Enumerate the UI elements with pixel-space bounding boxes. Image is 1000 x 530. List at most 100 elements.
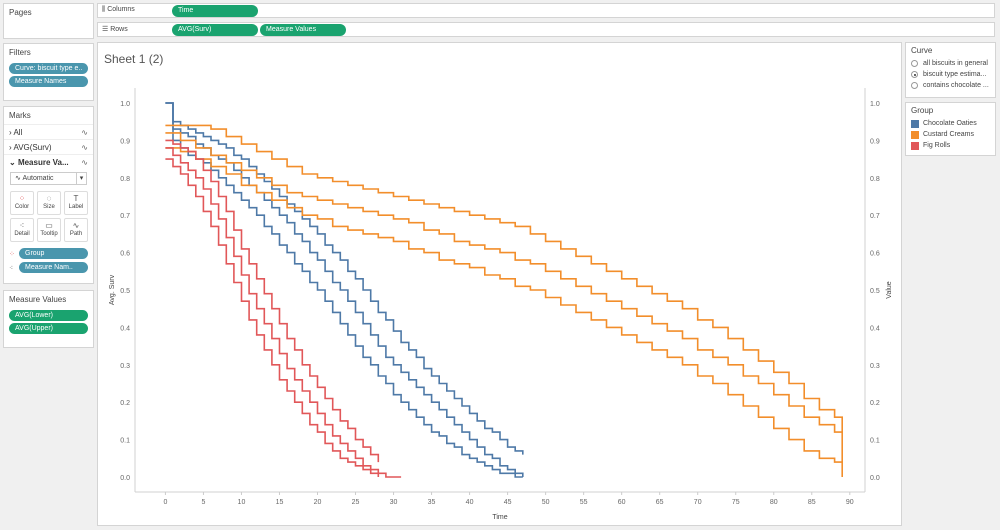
y-tick-label: 0.7 [120, 213, 130, 220]
y-tick-label: 0.3 [120, 363, 130, 370]
detail-button[interactable]: ⁖ Detail [10, 218, 34, 242]
line-mark-icon: ∿ [81, 142, 88, 152]
x-tick-label: 70 [694, 499, 702, 506]
color-button[interactable]: ⁘ Color [10, 191, 34, 215]
series-line-fig-rolls-avg-lower [165, 158, 402, 478]
measure-values-title: Measure Values [9, 295, 67, 304]
x-tick-label: 35 [428, 499, 436, 506]
rows-pill-measure-values[interactable]: Measure Values [260, 24, 346, 36]
measure-pill-upper[interactable]: AVG(Upper) [9, 323, 88, 334]
series-line-custard-creams-avg-surv [165, 132, 843, 463]
rows-icon: ☰ [102, 26, 109, 33]
size-icon: ◌ [46, 194, 52, 203]
sheet-title: Sheet 1 (2) [104, 52, 164, 66]
radio-selected-icon [911, 71, 918, 78]
x-tick-label: 45 [504, 499, 512, 506]
y-tick-label: 0.4 [120, 325, 130, 332]
pages-title: Pages [9, 8, 32, 17]
group-legend-card: Group Chocolate Oaties Custard Creams Fi… [905, 102, 996, 156]
columns-pill-time[interactable]: Time [172, 5, 258, 17]
chevron-down-icon: ▾ [76, 173, 86, 184]
marks-row-all[interactable]: › All ∿ [4, 124, 93, 139]
legend-item-chocolate-oaties[interactable]: Chocolate Oaties [906, 118, 995, 129]
x-tick-label: 90 [846, 499, 854, 506]
x-tick-label: 65 [656, 499, 664, 506]
curve-option-biscuit-type[interactable]: biscuit type estima... [906, 69, 995, 80]
y-tick-label: 0.6 [120, 251, 130, 258]
marks-title: Marks [9, 111, 31, 120]
worksheet-area: Sheet 1 (2) 0.0 0.0 0.1 0.1 0.2 0.2 0.3 0.3 0.4 0… [97, 42, 902, 526]
filters-card: Filters Curve: biscuit type e.. Measure … [3, 43, 94, 101]
x-tick-label: 5 [201, 499, 205, 506]
pages-card: Pages [3, 3, 94, 39]
line-mark-icon: ∿ [81, 127, 88, 137]
tooltip-button[interactable]: ▭ Tooltip [37, 218, 61, 242]
mark-type-dropdown[interactable]: ∿ Automatic ▾ [10, 172, 87, 185]
label-button[interactable]: T Label [64, 191, 88, 215]
y-tick-label: 0.9 [120, 138, 130, 145]
columns-shelf: ⫼ Columns Time [97, 3, 995, 18]
legend-item-custard-creams[interactable]: Custard Creams [906, 129, 995, 140]
marks-row-measure-values[interactable]: ⌄ Measure Va... ∿ [4, 154, 93, 169]
path-icon: ∿ [72, 221, 80, 230]
rows-shelf: ☰ Rows AVG(Surv) Measure Values [97, 22, 995, 37]
legend-swatch [911, 141, 919, 150]
x-tick-label: 0 [163, 499, 167, 506]
y2-tick-label: 0.6 [870, 251, 880, 258]
series-line-custard-creams-avg-lower [165, 147, 843, 477]
measure-pill-lower[interactable]: AVG(Lower) [9, 310, 88, 321]
filter-pill-curve[interactable]: Curve: biscuit type e.. [9, 63, 88, 74]
legend-swatch [911, 130, 919, 139]
filters-title: Filters [9, 48, 31, 57]
line-mark-icon: ∿ [81, 157, 88, 167]
survival-chart: 0.0 0.0 0.1 0.1 0.2 0.2 0.3 0.3 0.4 0.4 0.5 0.5 0.6 0… [109, 88, 893, 521]
rows-pill-avg-surv[interactable]: AVG(Surv) [172, 24, 258, 36]
x-tick-label: 10 [238, 499, 246, 506]
filter-pill-measure-names[interactable]: Measure Names [9, 76, 88, 87]
marks-pill-measure-names[interactable]: Measure Nam.. [19, 262, 88, 273]
path-button[interactable]: ∿ Path [64, 218, 88, 242]
y2-tick-label: 0.3 [870, 363, 880, 370]
y-axis-title: Avg. Surv [109, 274, 116, 305]
line-mark-icon: ∿ [15, 175, 21, 182]
label-icon: T [73, 194, 79, 203]
x-tick-label: 75 [732, 499, 740, 506]
y-tick-label: 0.5 [120, 288, 130, 295]
marks-row-avg-surv[interactable]: › AVG(Surv) ∿ [4, 139, 93, 154]
y2-tick-label: 0.9 [870, 138, 880, 145]
x-tick-label: 25 [352, 499, 360, 506]
marks-pill-group[interactable]: Group [19, 248, 88, 259]
series-line-fig-rolls-avg-surv [165, 147, 380, 477]
color-dots-icon: ⁘ [9, 250, 15, 258]
curve-option-all[interactable]: all biscuits in general [906, 58, 995, 69]
size-button[interactable]: ◌ Size [37, 191, 61, 215]
radio-icon [911, 60, 918, 67]
x-tick-label: 50 [542, 499, 550, 506]
y-tick-label: 0.2 [120, 400, 130, 407]
chevron-right-icon: › [9, 127, 12, 137]
radio-icon [911, 82, 918, 89]
curve-filter-card: Curve all biscuits in general biscuit ty… [905, 42, 996, 98]
x-tick-label: 20 [314, 499, 322, 506]
legend-item-fig-rolls[interactable]: Fig Rolls [906, 140, 995, 151]
group-legend-title: Group [911, 106, 934, 115]
x-tick-label: 85 [808, 499, 816, 506]
y-tick-label: 0.0 [120, 475, 130, 482]
y2-tick-label: 0.4 [870, 325, 880, 332]
series-line-chocolate-oaties-avg-upper [165, 102, 524, 455]
y2-tick-label: 0.1 [870, 438, 880, 445]
curve-filter-title: Curve [911, 46, 933, 55]
detail-icon: ⁖ [9, 264, 14, 272]
rows-label: Rows [110, 26, 128, 33]
y-tick-label: 1.0 [120, 101, 130, 108]
y2-tick-label: 0.0 [870, 475, 880, 482]
x-tick-label: 55 [580, 499, 588, 506]
x-tick-label: 30 [390, 499, 398, 506]
y-tick-label: 0.8 [120, 176, 130, 183]
x-tick-label: 80 [770, 499, 778, 506]
x-tick-label: 40 [466, 499, 474, 506]
y2-tick-label: 1.0 [870, 101, 880, 108]
y2-tick-label: 0.8 [870, 176, 880, 183]
x-axis-title: Time [492, 514, 507, 521]
curve-option-chocolate[interactable]: contains chocolate ... [906, 80, 995, 91]
